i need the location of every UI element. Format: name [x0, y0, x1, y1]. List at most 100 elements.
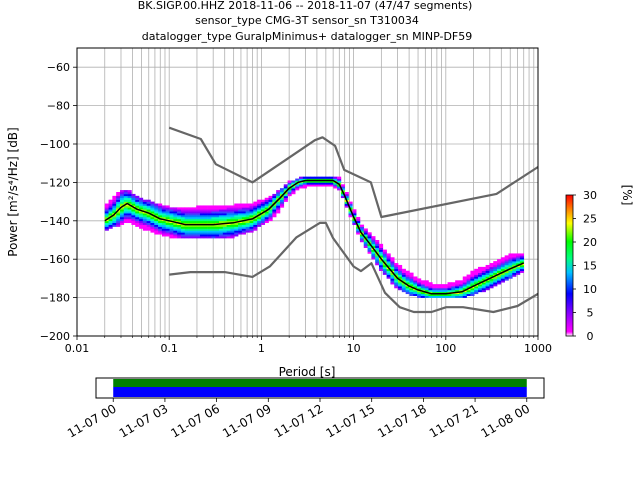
pdf-cell — [519, 253, 525, 256]
pdf-cell — [226, 205, 231, 208]
pdf-cell — [184, 211, 189, 214]
pdf-cell — [116, 193, 121, 197]
pdf-cell — [470, 284, 475, 287]
pdf-cell — [382, 270, 387, 273]
pdf-cell — [390, 259, 395, 262]
pdf-cell — [165, 215, 170, 218]
pdf-cell — [203, 224, 208, 227]
pdf-cell — [123, 209, 128, 212]
pdf-cell — [219, 220, 224, 224]
noise-model-lines — [104, 126, 538, 314]
pdf-cell — [104, 215, 109, 218]
pdf-cell — [219, 232, 224, 235]
pdf-cell — [272, 195, 277, 199]
pdf-cell — [150, 218, 155, 222]
pdf-cell — [119, 197, 125, 200]
pdf-cell — [417, 293, 422, 296]
pdf-cell — [474, 268, 479, 272]
pdf-cell — [146, 226, 151, 229]
pdf-cell — [508, 274, 513, 277]
x-tick-label: 1 — [258, 342, 265, 355]
pdf-cell — [158, 222, 163, 225]
pdf-cell — [371, 243, 376, 247]
pdf-cell — [238, 205, 243, 208]
pdf-cell — [264, 197, 269, 200]
pdf-cell — [234, 211, 239, 214]
pdf-cell — [257, 216, 262, 220]
pdf-cell — [119, 213, 125, 216]
pdf-cell — [249, 203, 254, 206]
pdf-cell — [249, 228, 254, 231]
pdf-cell — [279, 190, 285, 193]
pdf-cell — [222, 205, 227, 208]
pdf-cell — [173, 224, 178, 227]
pdf-cell — [215, 226, 220, 229]
pdf-cell — [386, 270, 391, 273]
pdf-cell — [215, 211, 220, 214]
pdf-cell — [398, 272, 403, 275]
pdf-cell — [497, 276, 502, 279]
pdf-cell — [276, 201, 281, 204]
pdf-cell — [169, 224, 174, 227]
pdf-cell — [127, 211, 132, 214]
pdf-cell — [222, 230, 227, 233]
pdf-cell — [165, 216, 170, 220]
pdf-cell — [108, 209, 113, 212]
pdf-cell — [257, 207, 262, 210]
timeline-tick-label: 11-07 09 — [220, 401, 274, 440]
pdf-cell — [127, 197, 132, 200]
pdf-cell — [260, 216, 266, 220]
pdf-cell — [470, 276, 475, 279]
pdf-cell — [108, 216, 113, 220]
pdf-cell — [390, 263, 395, 266]
pdf-cell — [424, 288, 429, 291]
pdf-cell — [451, 288, 456, 291]
pdf-cell — [451, 295, 456, 298]
pdf-cell — [493, 268, 498, 272]
pdf-cell — [184, 207, 189, 210]
pdf-cell — [405, 276, 410, 279]
pdf-cell — [466, 274, 471, 277]
pdf-cell — [238, 228, 243, 231]
pdf-cell — [333, 186, 338, 189]
pdf-cell — [279, 197, 285, 200]
pdf-cell — [436, 295, 441, 298]
pdf-cell — [215, 232, 220, 235]
pdf-cell — [257, 218, 262, 222]
pdf-cell — [348, 215, 353, 218]
pdf-cell — [146, 218, 151, 222]
pdf-cell — [119, 193, 125, 197]
pdf-cell — [199, 213, 205, 216]
pdf-cell — [470, 282, 475, 285]
pdf-cell — [203, 211, 208, 214]
pdf-cell — [150, 207, 155, 210]
pdf-cell — [451, 289, 456, 293]
pdf-cell — [131, 216, 136, 220]
pdf-cell — [466, 286, 471, 289]
pdf-cell — [173, 216, 178, 220]
pdf-cell — [493, 284, 498, 287]
pdf-cell — [119, 220, 125, 224]
pdf-cell — [462, 291, 467, 295]
pdf-cell — [439, 289, 445, 293]
pdf-cell — [108, 207, 113, 210]
pdf-cell — [203, 222, 208, 225]
pdf-cell — [295, 188, 300, 191]
pdf-cell — [417, 282, 422, 285]
pdf-cell — [489, 274, 494, 277]
pdf-cell — [359, 228, 365, 231]
pdf-cell — [123, 205, 128, 208]
pdf-cell — [287, 182, 292, 185]
pdf-cell — [371, 253, 376, 256]
pdf-cell — [508, 261, 513, 264]
pdf-cell — [123, 199, 128, 202]
pdf-cell — [192, 222, 197, 225]
pdf-cell — [207, 230, 212, 233]
pdf-cell — [428, 293, 433, 296]
pdf-cell — [390, 282, 395, 285]
pdf-cell — [333, 178, 338, 181]
pdf-cell — [161, 215, 166, 218]
pdf-cell — [276, 195, 281, 199]
pdf-cell — [199, 234, 205, 237]
pdf-cell — [371, 238, 376, 241]
